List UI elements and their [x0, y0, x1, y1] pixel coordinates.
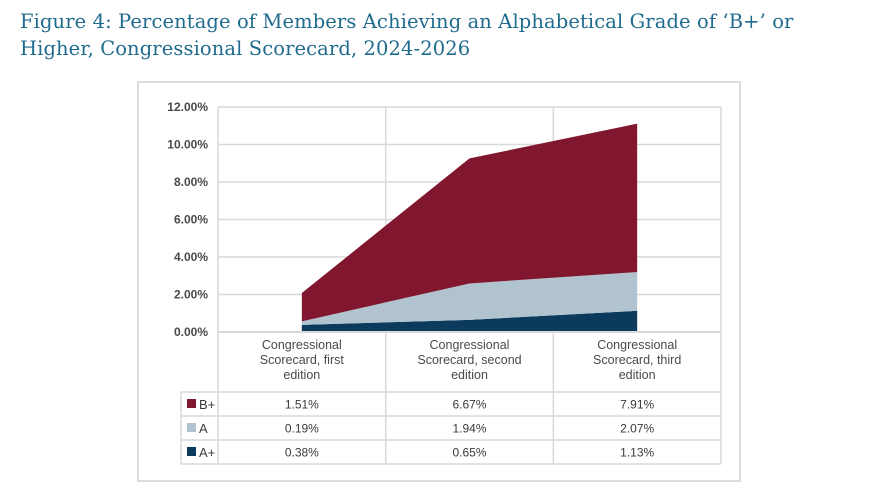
category-label: Congressional [430, 338, 510, 352]
y-tick-label: 0.00% [174, 325, 208, 339]
table-value: 0.38% [285, 446, 319, 460]
legend-swatch [187, 399, 196, 408]
legend-label: A [199, 421, 208, 436]
y-tick-label: 12.00% [167, 100, 208, 114]
legend-swatch [187, 447, 196, 456]
figure-title: Figure 4: Percentage of Members Achievin… [20, 10, 794, 60]
legend-label: A+ [199, 445, 215, 460]
category-label: Scorecard, third [593, 353, 681, 367]
y-tick-label: 2.00% [174, 288, 208, 302]
y-tick-label: 6.00% [174, 213, 208, 227]
category-label: Congressional [597, 338, 677, 352]
area-a [301, 272, 638, 325]
category-label: Scorecard, second [417, 353, 521, 367]
table-value: 6.67% [452, 398, 486, 412]
category-label: edition [283, 368, 320, 382]
table-value: 1.94% [452, 422, 486, 436]
table-value: 1.51% [285, 398, 319, 412]
y-tick-label: 4.00% [174, 250, 208, 264]
category-label: edition [451, 368, 488, 382]
table-value: 0.65% [452, 446, 486, 460]
y-tick-label: 8.00% [174, 175, 208, 189]
table-value: 0.19% [285, 422, 319, 436]
category-label: Scorecard, first [260, 353, 345, 367]
table-value: 2.07% [620, 422, 654, 436]
area-b-plus [301, 123, 638, 322]
area-a-plus [301, 310, 638, 332]
table-value: 7.91% [620, 398, 654, 412]
legend-swatch [187, 423, 196, 432]
category-label: edition [619, 368, 656, 382]
legend-label: B+ [199, 397, 215, 412]
category-label: Congressional [262, 338, 342, 352]
y-tick-label: 10.00% [167, 138, 208, 152]
table-value: 1.13% [620, 446, 654, 460]
